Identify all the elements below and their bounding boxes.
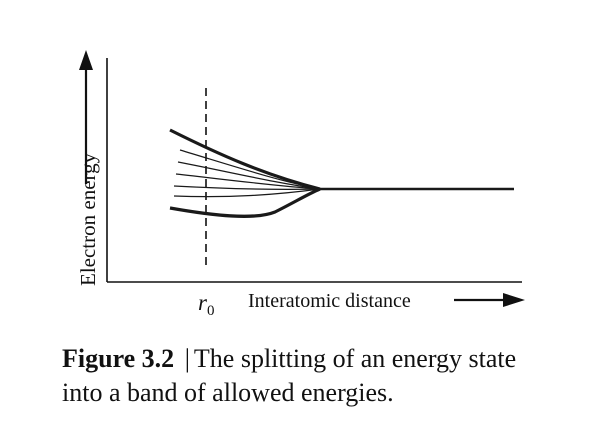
band-level-3 [175,173,321,190]
energy-band-curves [169,128,514,218]
x-axis-arrowhead [503,293,525,307]
caption-text: The splitting of an energy state into a … [62,344,517,407]
figure-plot: Electron energy r0 Interatomic distance [76,50,525,319]
figure-caption: Figure 3.2 | The splitting of an energy s… [62,342,562,410]
band-level-5 [173,188,321,198]
y-axis-arrowhead [79,50,93,70]
band-level-4 [173,185,321,190]
band-lower-edge [169,187,321,218]
y-axis-label: Electron energy [76,152,100,286]
band-upper-edge [169,128,321,191]
band-level-2 [177,161,321,190]
band-level-1 [179,149,321,190]
x-axis-label: Interatomic distance [248,290,411,312]
r0-label: r0 [198,290,214,319]
caption-separator: | [184,344,190,373]
figure-label: Figure 3.2 [62,344,175,373]
